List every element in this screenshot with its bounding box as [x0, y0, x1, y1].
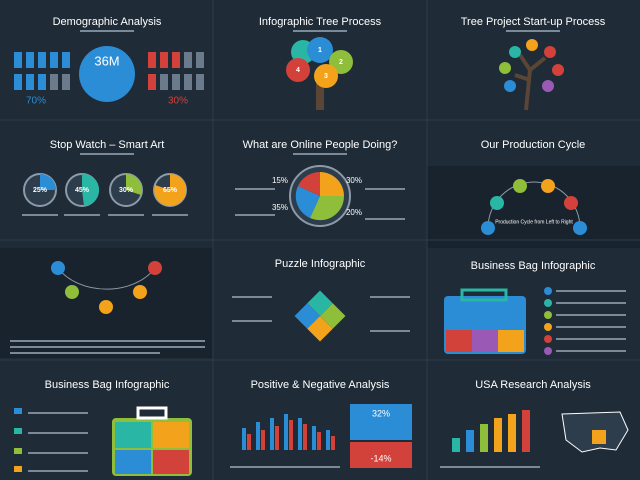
bag	[444, 288, 526, 354]
leaf	[286, 58, 310, 82]
pie-label: 20%	[346, 208, 362, 217]
puzzle	[294, 290, 346, 342]
trunk	[316, 80, 324, 110]
stat-circle	[79, 46, 135, 102]
positive-value: 32%	[372, 408, 390, 418]
stat: 36M	[94, 53, 119, 68]
cycle-nodes	[481, 179, 587, 235]
step-number: 2	[339, 59, 343, 66]
map-highlight	[592, 430, 606, 444]
leaf	[307, 37, 333, 63]
pie-slice	[310, 196, 345, 221]
tree	[514, 53, 547, 111]
placeholder-lines	[10, 30, 626, 472]
slide-title: Our Production Cycle	[481, 139, 586, 151]
slide-title: Tree Project Start-up Process	[461, 16, 606, 28]
step-number: 3	[324, 73, 328, 80]
legend-icons	[544, 287, 552, 355]
step-number: 1	[318, 47, 322, 54]
stopwatch-fills	[40, 173, 187, 206]
slide-title: Positive & Negative Analysis	[251, 379, 390, 391]
negative-value: -14%	[370, 453, 391, 463]
percent-right: 30%	[168, 96, 188, 107]
cycle-nodes	[51, 261, 162, 314]
pie-label: 30%	[346, 176, 362, 185]
slide-title: Demographic Analysis	[53, 16, 162, 28]
tree-nodes	[499, 39, 564, 92]
leaf	[329, 50, 353, 74]
pie-label: 35%	[272, 203, 288, 212]
people-right	[148, 52, 204, 90]
watch-label: 65%	[163, 187, 178, 194]
positive-box	[350, 404, 412, 440]
pie-slice	[298, 171, 320, 196]
watch-label: 25%	[33, 187, 48, 194]
slide-title: Infographic Tree Process	[259, 16, 382, 28]
bars	[452, 410, 530, 452]
pie-slice	[320, 172, 344, 196]
bag	[112, 406, 192, 476]
cycle-arc	[57, 267, 156, 290]
panel	[427, 166, 640, 248]
slide-title: Puzzle Infographic	[275, 258, 366, 270]
pie-label: 15%	[272, 176, 288, 185]
negative-box	[350, 442, 412, 468]
percent-left: 70%	[26, 96, 46, 107]
slide-title: Business Bag Infographic	[471, 260, 596, 272]
slide-title: Business Bag Infographic	[45, 379, 170, 391]
people-left	[14, 52, 70, 90]
watch-label: 45%	[75, 187, 90, 194]
watch-label: 30%	[119, 187, 134, 194]
pie-slice	[295, 186, 320, 218]
leaf	[314, 64, 338, 88]
legend-icons	[14, 408, 22, 472]
slide-title: USA Research Analysis	[475, 379, 591, 391]
step-number: 4	[296, 67, 300, 74]
slide-title: What are Online People Doing?	[243, 139, 398, 151]
slide-title: Stop Watch – Smart Art	[50, 139, 165, 151]
cycle-center: Production Cycle from Left to Right	[495, 219, 573, 225]
bars	[242, 414, 335, 450]
